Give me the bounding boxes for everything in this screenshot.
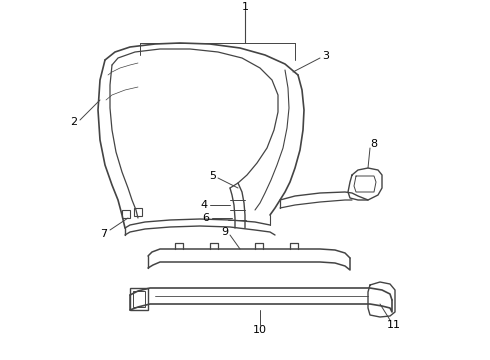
Text: 11: 11 (387, 320, 401, 330)
Text: 4: 4 (200, 200, 208, 210)
Text: 5: 5 (210, 171, 217, 181)
Text: 2: 2 (71, 117, 77, 127)
Text: 7: 7 (100, 229, 108, 239)
Text: 6: 6 (202, 213, 210, 223)
Text: 8: 8 (370, 139, 378, 149)
Text: 10: 10 (253, 325, 267, 335)
Text: 3: 3 (322, 51, 329, 61)
Text: 9: 9 (221, 227, 228, 237)
Text: 1: 1 (242, 2, 248, 12)
